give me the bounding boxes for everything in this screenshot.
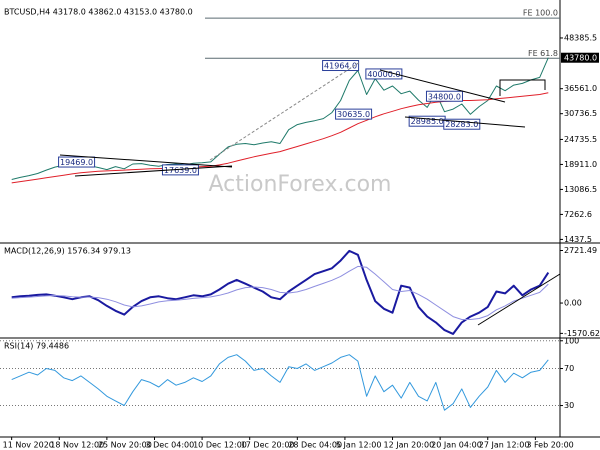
y-tick-label: 2721.49 [564, 246, 597, 255]
x-tick-label: 10 Dec 12:00 [193, 441, 247, 450]
trend-line [59, 154, 233, 168]
annotation-label: 30635.0 [337, 110, 370, 119]
annotation-label: 41964.0 [324, 62, 357, 71]
annotation-box [425, 90, 463, 102]
x-tick-label: 12 Jan 20:00 [384, 441, 435, 450]
annotation-box [443, 118, 481, 130]
series-line [11, 354, 549, 411]
x-tick-label: 17 Dec 20:00 [241, 441, 295, 450]
annotation-label: 40000.0 [367, 70, 400, 79]
trend-line [477, 273, 561, 326]
pane-title: RSI(14) 79.4486 [4, 342, 69, 351]
x-tick-label: 3 Feb 20:00 [526, 441, 573, 450]
annotation-label: 28283.0 [445, 120, 478, 129]
flag-box [499, 79, 546, 96]
annotation-label: 28985.0 [411, 117, 444, 126]
y-tick-label: 7262.6 [564, 210, 592, 219]
y-tick-label: 18911.0 [564, 160, 597, 169]
x-tick-label: 5 Jan 12:00 [336, 441, 382, 450]
x-tick-label: 28 Dec 04:00 [288, 441, 342, 450]
y-tick-label: 48385.5 [564, 33, 597, 42]
y-tick-label: 36561.0 [564, 84, 597, 93]
annotation-box [322, 60, 360, 72]
watermark: ActionForex.com [209, 172, 392, 197]
y-tick-label: 30 [564, 401, 574, 410]
x-tick-label: 18 Nov 12:00 [50, 441, 104, 450]
y-tick-label: 1437.5 [564, 235, 592, 244]
annotation-box [161, 164, 199, 176]
annotation-label: 17639.0 [164, 166, 197, 175]
trend-line [379, 69, 506, 103]
pane-title: BTCUSD,H4 43178.0 43862.0 43153.0 43780.… [4, 8, 193, 17]
annotation-box [58, 156, 96, 168]
annotation-label: 19469.0 [60, 158, 93, 167]
y-tick-label: 70 [564, 364, 574, 373]
fib-level-label: FE 100.0 [523, 9, 558, 18]
last-price-box [561, 52, 599, 63]
trend-line [74, 165, 233, 177]
x-tick-label: 20 Jan 04:00 [431, 441, 482, 450]
pane-title: MACD(12,26,9) 1576.34 979.13 [4, 247, 131, 256]
y-tick-label: 13086.5 [564, 185, 597, 194]
fib-level-label: FE 61.8 [528, 49, 558, 58]
y-tick-label: 30736.5 [564, 109, 597, 118]
y-tick-label: 0.00 [564, 299, 582, 308]
y-tick-label: 24735.5 [564, 135, 597, 144]
x-tick-label: 3 Dec 04:00 [145, 441, 194, 450]
y-tick-label: 100 [564, 336, 579, 345]
y-tick-label: -1570.62 [564, 329, 600, 338]
last-price-label: 43780.0 [564, 54, 597, 63]
annotation-box [365, 68, 403, 80]
series-line [11, 57, 549, 180]
series-line [11, 249, 550, 335]
series-line [11, 265, 549, 320]
annotation-label: 34800.0 [428, 92, 461, 101]
annotation-box [335, 108, 373, 120]
trend-lines [59, 61, 561, 326]
x-tick-label: 25 Nov 20:00 [98, 441, 152, 450]
x-tick-label: 11 Nov 2020 [3, 441, 54, 450]
x-tick-label: 27 Jan 12:00 [479, 441, 530, 450]
trend-line [404, 116, 526, 128]
